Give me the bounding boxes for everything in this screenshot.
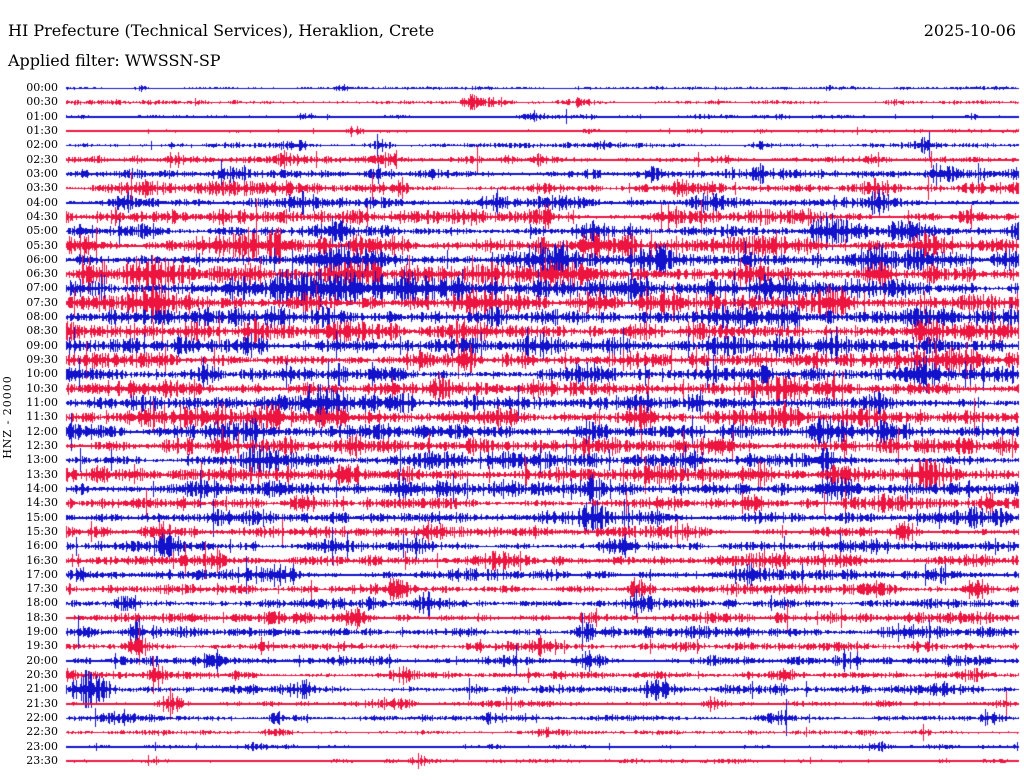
time-label: 17:30 (26, 582, 58, 596)
time-label: 01:30 (26, 123, 58, 137)
time-label: 23:00 (26, 739, 58, 753)
time-label: 13:30 (26, 467, 58, 481)
time-label: 13:00 (26, 453, 58, 467)
time-label: 02:00 (26, 138, 58, 152)
time-label: 16:00 (26, 539, 58, 553)
time-label: 20:00 (26, 653, 58, 667)
time-label: 11:00 (26, 396, 58, 410)
time-label: 12:30 (26, 438, 58, 452)
time-label: 18:00 (26, 596, 58, 610)
time-label: 07:30 (26, 295, 58, 309)
applied-filter-label: Applied filter: WWSSN-SP (8, 51, 221, 70)
time-label: 07:00 (26, 281, 58, 295)
time-label: 09:30 (26, 353, 58, 367)
time-label: 06:30 (26, 267, 58, 281)
time-label: 19:30 (26, 639, 58, 653)
time-label: 03:30 (26, 181, 58, 195)
time-label: 21:00 (26, 682, 58, 696)
time-label: 14:30 (26, 496, 58, 510)
time-label: 05:00 (26, 224, 58, 238)
time-label: 15:00 (26, 510, 58, 524)
time-label: 12:00 (26, 424, 58, 438)
time-label: 20:30 (26, 668, 58, 682)
time-label: 14:00 (26, 481, 58, 495)
time-label: 09:00 (26, 338, 58, 352)
time-label: 15:30 (26, 524, 58, 538)
time-label: 01:00 (26, 109, 58, 123)
time-label: 16:30 (26, 553, 58, 567)
time-label: 06:00 (26, 252, 58, 266)
time-label: 00:30 (26, 95, 58, 109)
time-label: 21:30 (26, 696, 58, 710)
time-label: 10:00 (26, 367, 58, 381)
time-label: 04:00 (26, 195, 58, 209)
time-label: 18:30 (26, 610, 58, 624)
time-label: 17:00 (26, 567, 58, 581)
time-label: 19:00 (26, 625, 58, 639)
time-label: 08:00 (26, 310, 58, 324)
time-label: 02:30 (26, 152, 58, 166)
date-label: 2025-10-06 (923, 21, 1016, 40)
time-label: 00:00 (26, 81, 58, 94)
time-label: 08:30 (26, 324, 58, 338)
station-title: HI Prefecture (Technical Services), Hera… (8, 21, 435, 40)
time-label: 03:00 (26, 166, 58, 180)
time-label: 04:30 (26, 209, 58, 223)
time-label: 05:30 (26, 238, 58, 252)
time-label: 11:30 (26, 410, 58, 424)
time-label: 23:30 (26, 753, 58, 767)
time-label: 10:30 (26, 381, 58, 395)
time-label: 22:00 (26, 711, 58, 725)
time-label: 22:30 (26, 725, 58, 739)
